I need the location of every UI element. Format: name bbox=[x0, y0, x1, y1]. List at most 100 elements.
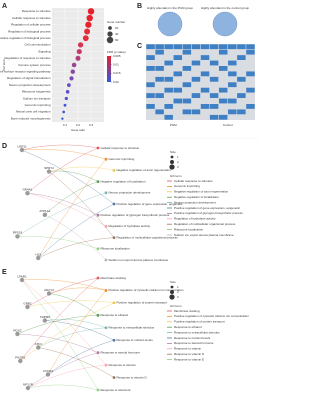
cell bbox=[155, 109, 164, 115]
gene-node bbox=[45, 372, 51, 377]
group-label: PGM bbox=[170, 123, 177, 127]
cell bbox=[237, 98, 246, 104]
venn-label: Highly abundant in the PGM group bbox=[147, 6, 193, 10]
legend-label: 3 bbox=[177, 165, 179, 169]
cell bbox=[191, 109, 201, 115]
term-label: Response to steroid hormone bbox=[101, 350, 141, 354]
gene-label: LPAR1 bbox=[17, 274, 27, 278]
cell bbox=[218, 49, 228, 55]
cell bbox=[200, 49, 210, 55]
cell bbox=[246, 44, 255, 50]
gene-node bbox=[42, 318, 48, 323]
cell bbox=[182, 93, 192, 98]
cell bbox=[228, 55, 237, 60]
cell bbox=[173, 98, 183, 104]
term-node bbox=[96, 146, 100, 150]
cell bbox=[155, 98, 164, 104]
cell bbox=[209, 66, 219, 71]
edge bbox=[21, 279, 99, 391]
cell bbox=[146, 87, 155, 93]
cell bbox=[246, 76, 255, 82]
legend-label: Response to vitamin D bbox=[174, 352, 205, 356]
gene-label: NPY1R bbox=[23, 382, 34, 386]
cell bbox=[237, 104, 246, 109]
edge bbox=[44, 319, 107, 328]
y-tick-label: Positive regulation of biological proces… bbox=[0, 36, 51, 40]
term-label: Positive regulation of glycogen biosynth… bbox=[101, 213, 170, 217]
term-label: Positive regulation of protein transport bbox=[117, 301, 168, 305]
term-label: Regulation of hydrolase activity bbox=[109, 224, 151, 228]
cell bbox=[218, 87, 228, 93]
cell bbox=[200, 71, 210, 77]
term-label: Cellular response to stimulus bbox=[101, 146, 140, 150]
legend-dot bbox=[108, 26, 112, 30]
cell bbox=[155, 44, 164, 50]
term-label: Regulation of multicellular organismal p… bbox=[117, 235, 179, 239]
cell bbox=[173, 60, 183, 66]
term-node bbox=[104, 363, 108, 367]
legend-dot bbox=[169, 164, 175, 170]
cell bbox=[209, 71, 219, 77]
cell bbox=[146, 98, 155, 104]
cell bbox=[182, 44, 192, 50]
term-node bbox=[104, 225, 108, 228]
cell bbox=[164, 76, 173, 82]
cell bbox=[209, 82, 219, 88]
panel-label: E bbox=[2, 269, 7, 276]
cell bbox=[182, 76, 192, 82]
colorbar-label: 0.01 bbox=[113, 62, 119, 66]
dot bbox=[67, 83, 71, 87]
edge bbox=[17, 333, 99, 353]
cell bbox=[146, 93, 155, 98]
edge bbox=[21, 144, 99, 151]
dot bbox=[75, 55, 81, 61]
gene-label: ADCY2 bbox=[44, 288, 54, 292]
legend-label: Cellular response to stimulus bbox=[174, 179, 213, 183]
legend-title: GO term bbox=[170, 174, 182, 178]
legend-label: Response to steroid hormone bbox=[174, 341, 214, 345]
cell bbox=[237, 76, 246, 82]
y-tick-label: Regulation of biological process bbox=[8, 29, 51, 33]
gene-node bbox=[18, 358, 23, 364]
dot bbox=[65, 90, 70, 94]
legend-label: Negative regulation of localization bbox=[174, 195, 219, 199]
legend-label: 3 bbox=[177, 295, 179, 299]
colorbar-label: 0.02 bbox=[113, 80, 119, 84]
cell bbox=[155, 114, 164, 120]
edge bbox=[47, 340, 115, 375]
cell bbox=[228, 114, 237, 120]
x-tick-label: 0.2 bbox=[76, 123, 81, 127]
cell bbox=[182, 104, 192, 109]
gene-node bbox=[36, 255, 41, 261]
x-axis-label: Gene ratio bbox=[71, 128, 85, 132]
gene-node bbox=[36, 345, 41, 350]
gene-node bbox=[19, 147, 25, 153]
gene-label: CXCR4 bbox=[43, 369, 54, 373]
edge bbox=[27, 384, 99, 391]
legend-label: Positive regulation of cytosolic calcium… bbox=[174, 314, 249, 318]
cell bbox=[155, 93, 164, 98]
cell bbox=[191, 87, 201, 93]
cell bbox=[228, 76, 237, 82]
cell bbox=[209, 49, 219, 55]
term-node bbox=[104, 258, 108, 262]
gene-node bbox=[42, 212, 48, 217]
edge bbox=[38, 203, 115, 259]
cell bbox=[164, 71, 173, 77]
y-tick-label: Regulation of cellular process bbox=[11, 23, 51, 27]
cell bbox=[173, 55, 183, 60]
legend-dot bbox=[170, 155, 174, 159]
cell bbox=[173, 82, 183, 88]
cell bbox=[182, 109, 192, 115]
edge bbox=[48, 287, 107, 294]
term-label: Negative regulation of axon regeneration bbox=[117, 168, 172, 172]
cell bbox=[191, 44, 201, 50]
gene-node bbox=[46, 291, 52, 296]
cell bbox=[155, 49, 164, 55]
gene-node bbox=[25, 385, 31, 391]
legend-label: Regulation of hydrolase activity bbox=[174, 217, 216, 221]
cell bbox=[191, 71, 201, 77]
y-tick-label: Immune system process bbox=[18, 63, 51, 67]
cell bbox=[164, 98, 173, 104]
cell bbox=[155, 66, 164, 71]
